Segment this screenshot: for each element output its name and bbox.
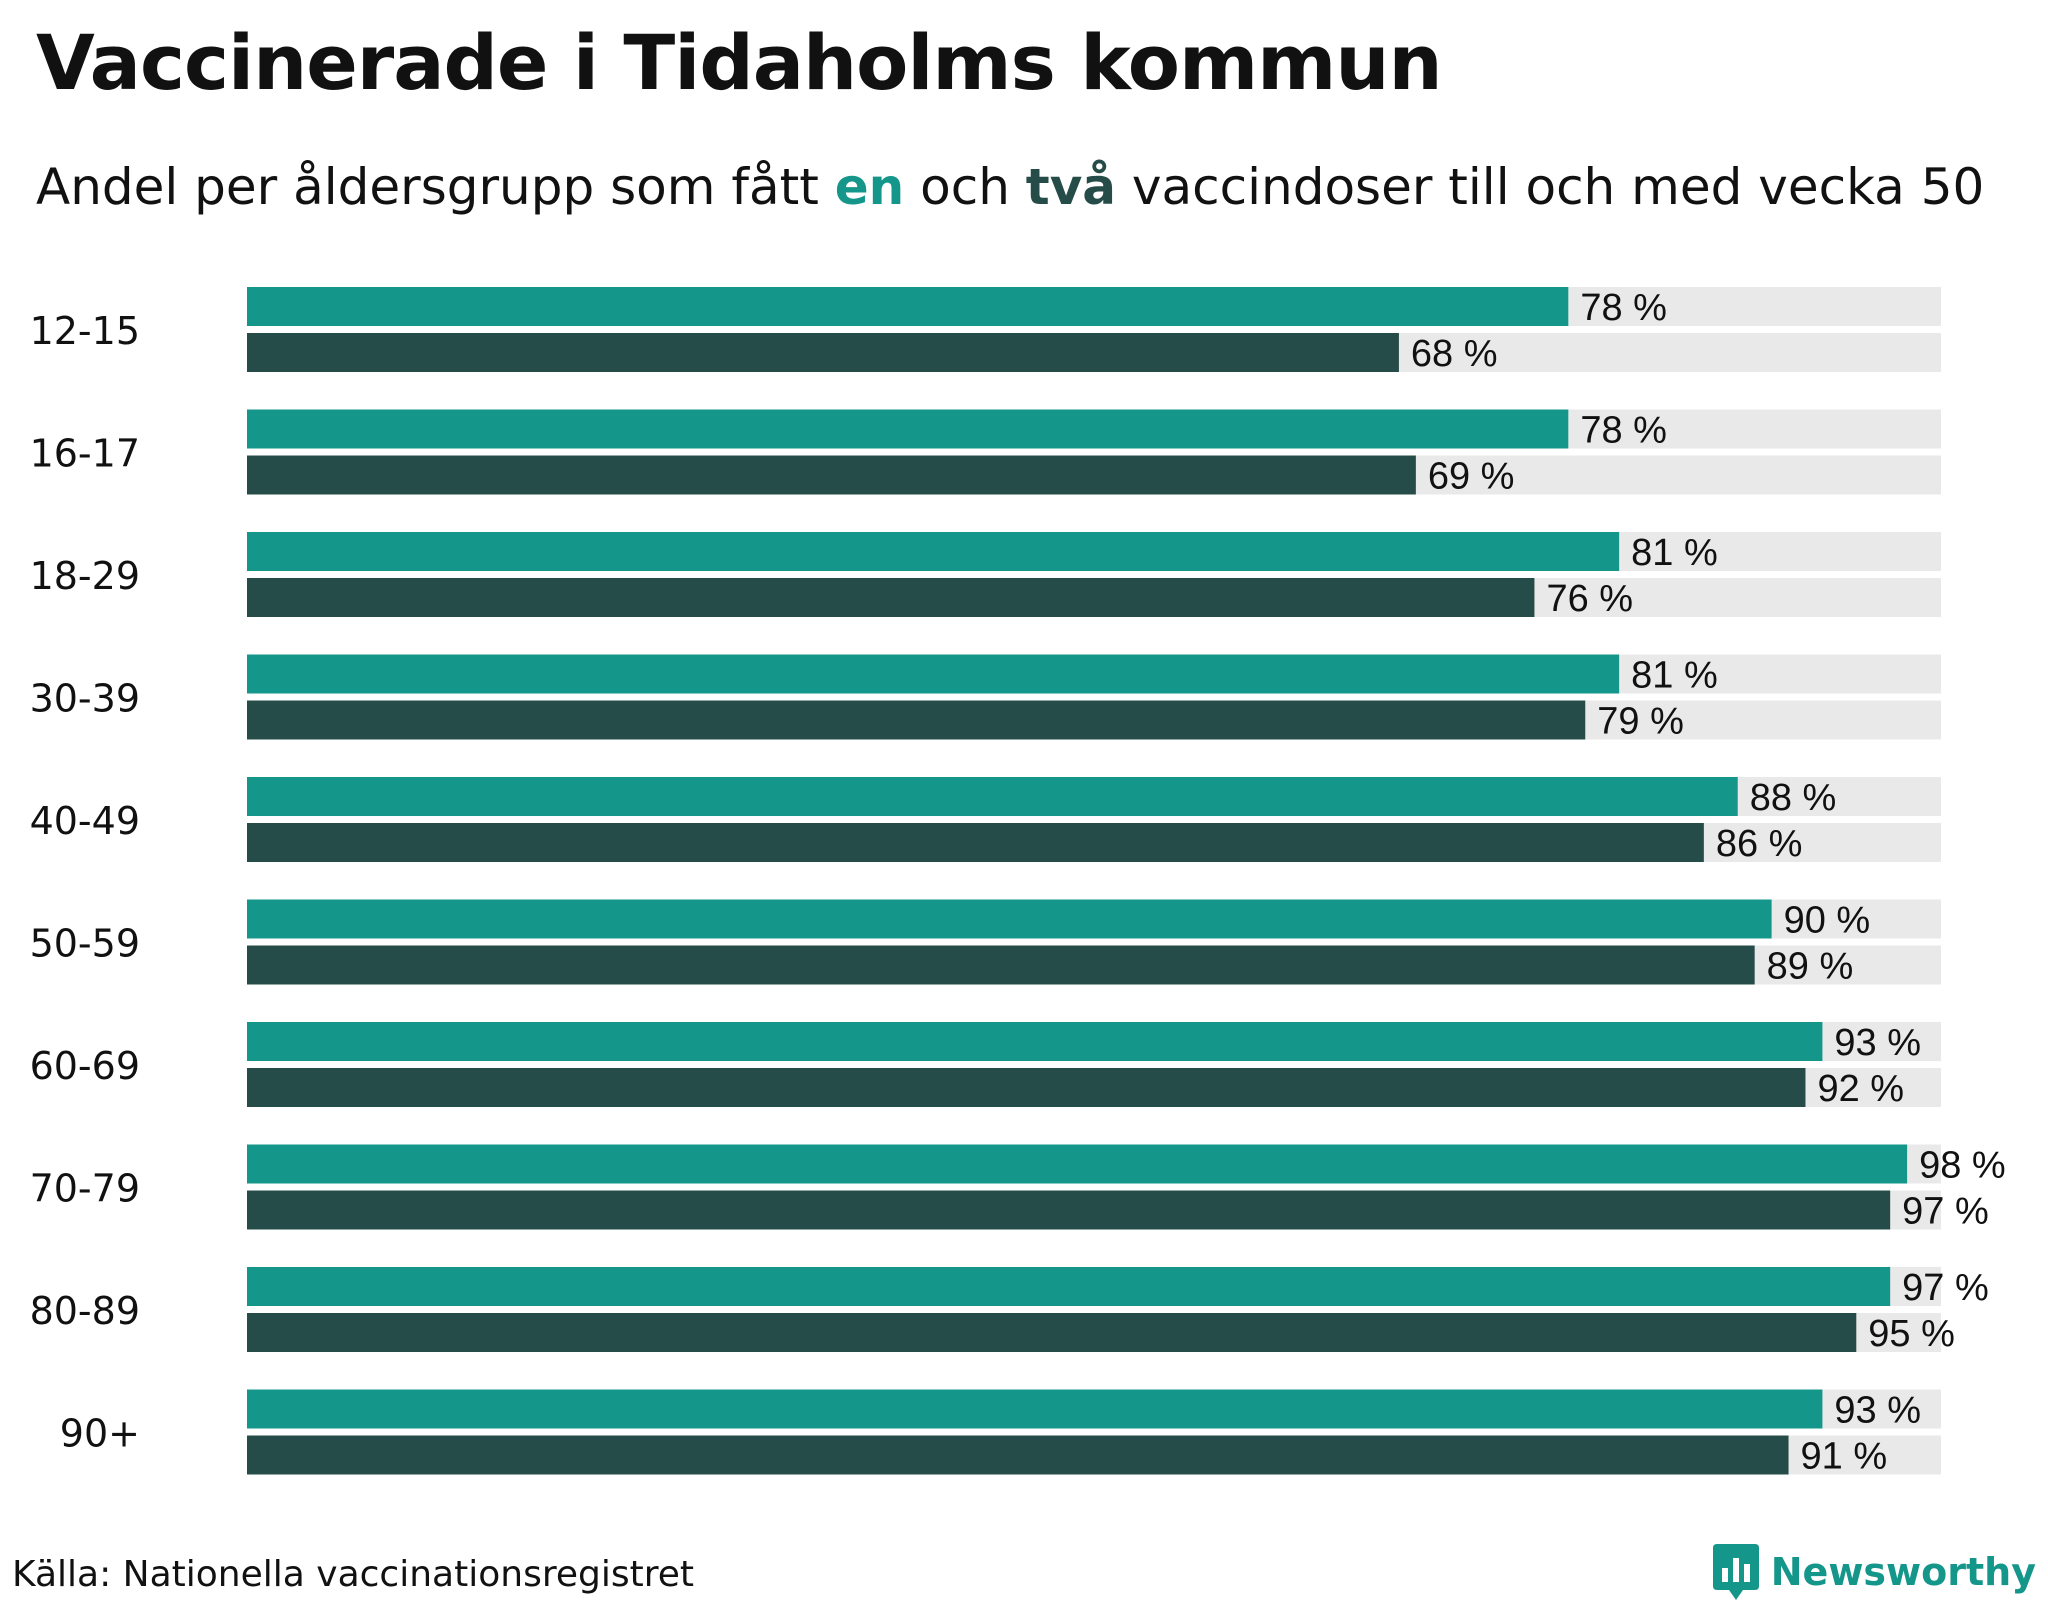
value-label: 81 % (1631, 532, 1718, 574)
value-label: 97 % (1902, 1191, 1989, 1233)
bar-group-50-59: 50-59 90 %89 % (30, 899, 1941, 988)
bar-group-70-79: 70-79 98 %97 % (30, 1144, 2006, 1233)
bar-dose1 (247, 532, 1620, 571)
bar-group-16-17: 16-17 78 % 69 % (30, 409, 1941, 498)
category-label: 90+ (60, 1412, 140, 1456)
category-label: 70-79 (30, 1167, 140, 1211)
bar-dose1 (247, 1144, 1908, 1184)
chart-subtitle: Andel per åldersgrupp som fått en och tv… (36, 158, 1984, 216)
bar-dose1 (247, 287, 1569, 326)
value-label: 68 % (1411, 333, 1498, 375)
bar-chart-logo-icon (1712, 1544, 1759, 1600)
bar-dose1 (247, 899, 1772, 939)
bar-group-90+: 90+ 93 %91 % (60, 1389, 1941, 1478)
bar-group-80-89: 80-89 97 %95 % (30, 1267, 1989, 1355)
chart-title: Vaccinerade i Tidaholms kommun (36, 18, 1443, 107)
value-label: 93 % (1834, 1390, 1921, 1432)
bar-dose2 (247, 945, 1755, 985)
subtitle-text-3: vaccindoser till och med vecka 50 (1116, 158, 1985, 216)
value-label: 86 % (1716, 823, 1803, 865)
bar-dose2 (247, 1068, 1806, 1107)
bar-group-12-15: 12-15 78 % 68 % (30, 287, 1941, 375)
value-label: 90 % (1784, 900, 1871, 942)
bar-group-60-69: 60-69 93 %92 % (30, 1022, 1941, 1110)
bar-dose2 (247, 333, 1399, 372)
value-label: 91 % (1801, 1436, 1888, 1478)
bar-dose1 (247, 1389, 1823, 1429)
value-label: 95 % (1868, 1313, 1955, 1355)
bar-dose1 (247, 409, 1569, 449)
bar-dose2 (247, 1435, 1789, 1475)
subtitle-text-2: och (904, 158, 1026, 216)
category-label: 18-29 (30, 554, 140, 598)
subtitle-text-1: Andel per åldersgrupp som fått (36, 158, 835, 216)
value-label: 89 % (1767, 946, 1854, 988)
bar-group-30-39: 30-39 81 %79 % (30, 654, 1941, 743)
bar-dose2 (247, 700, 1586, 740)
value-label: 78 % (1580, 287, 1667, 329)
bar-dose1 (247, 654, 1620, 694)
category-label: 60-69 (30, 1044, 140, 1088)
bar-dose1 (247, 777, 1738, 816)
source-note: Källa: Nationella vaccinationsregistret (12, 1554, 694, 1595)
bar-dose1 (247, 1022, 1823, 1061)
bar-dose2 (247, 1190, 1891, 1230)
value-label: 69 % (1428, 456, 1515, 498)
value-label: 81 % (1631, 655, 1718, 697)
bar-dose1 (247, 1267, 1891, 1306)
value-label: 79 % (1597, 701, 1684, 743)
value-label: 78 % (1580, 410, 1667, 452)
bar-dose2 (247, 455, 1416, 495)
subtitle-highlight-en: en (834, 158, 905, 216)
brand-logo: Newsworthy (1712, 1544, 2036, 1600)
category-label: 40-49 (30, 799, 140, 843)
value-label: 93 % (1834, 1022, 1921, 1064)
category-label: 50-59 (30, 922, 140, 966)
bar-group-40-49: 40-49 88 %86 % (30, 777, 1941, 865)
brand-name: Newsworthy (1770, 1550, 2036, 1594)
bar-group-18-29: 18-29 81 %76 % (30, 532, 1941, 620)
bar-dose2 (247, 823, 1704, 862)
category-label: 12-15 (30, 309, 140, 353)
subtitle-highlight-tva: två (1025, 158, 1117, 216)
value-label: 88 % (1750, 777, 1837, 819)
value-label: 92 % (1817, 1068, 1904, 1110)
category-label: 30-39 (30, 677, 140, 721)
bar-dose2 (247, 578, 1535, 617)
value-label: 76 % (1546, 578, 1633, 620)
value-label: 97 % (1902, 1267, 1989, 1309)
bar-dose2 (247, 1313, 1857, 1352)
category-label: 16-17 (30, 432, 140, 476)
value-label: 98 % (1919, 1145, 2006, 1187)
category-label: 80-89 (30, 1289, 140, 1333)
